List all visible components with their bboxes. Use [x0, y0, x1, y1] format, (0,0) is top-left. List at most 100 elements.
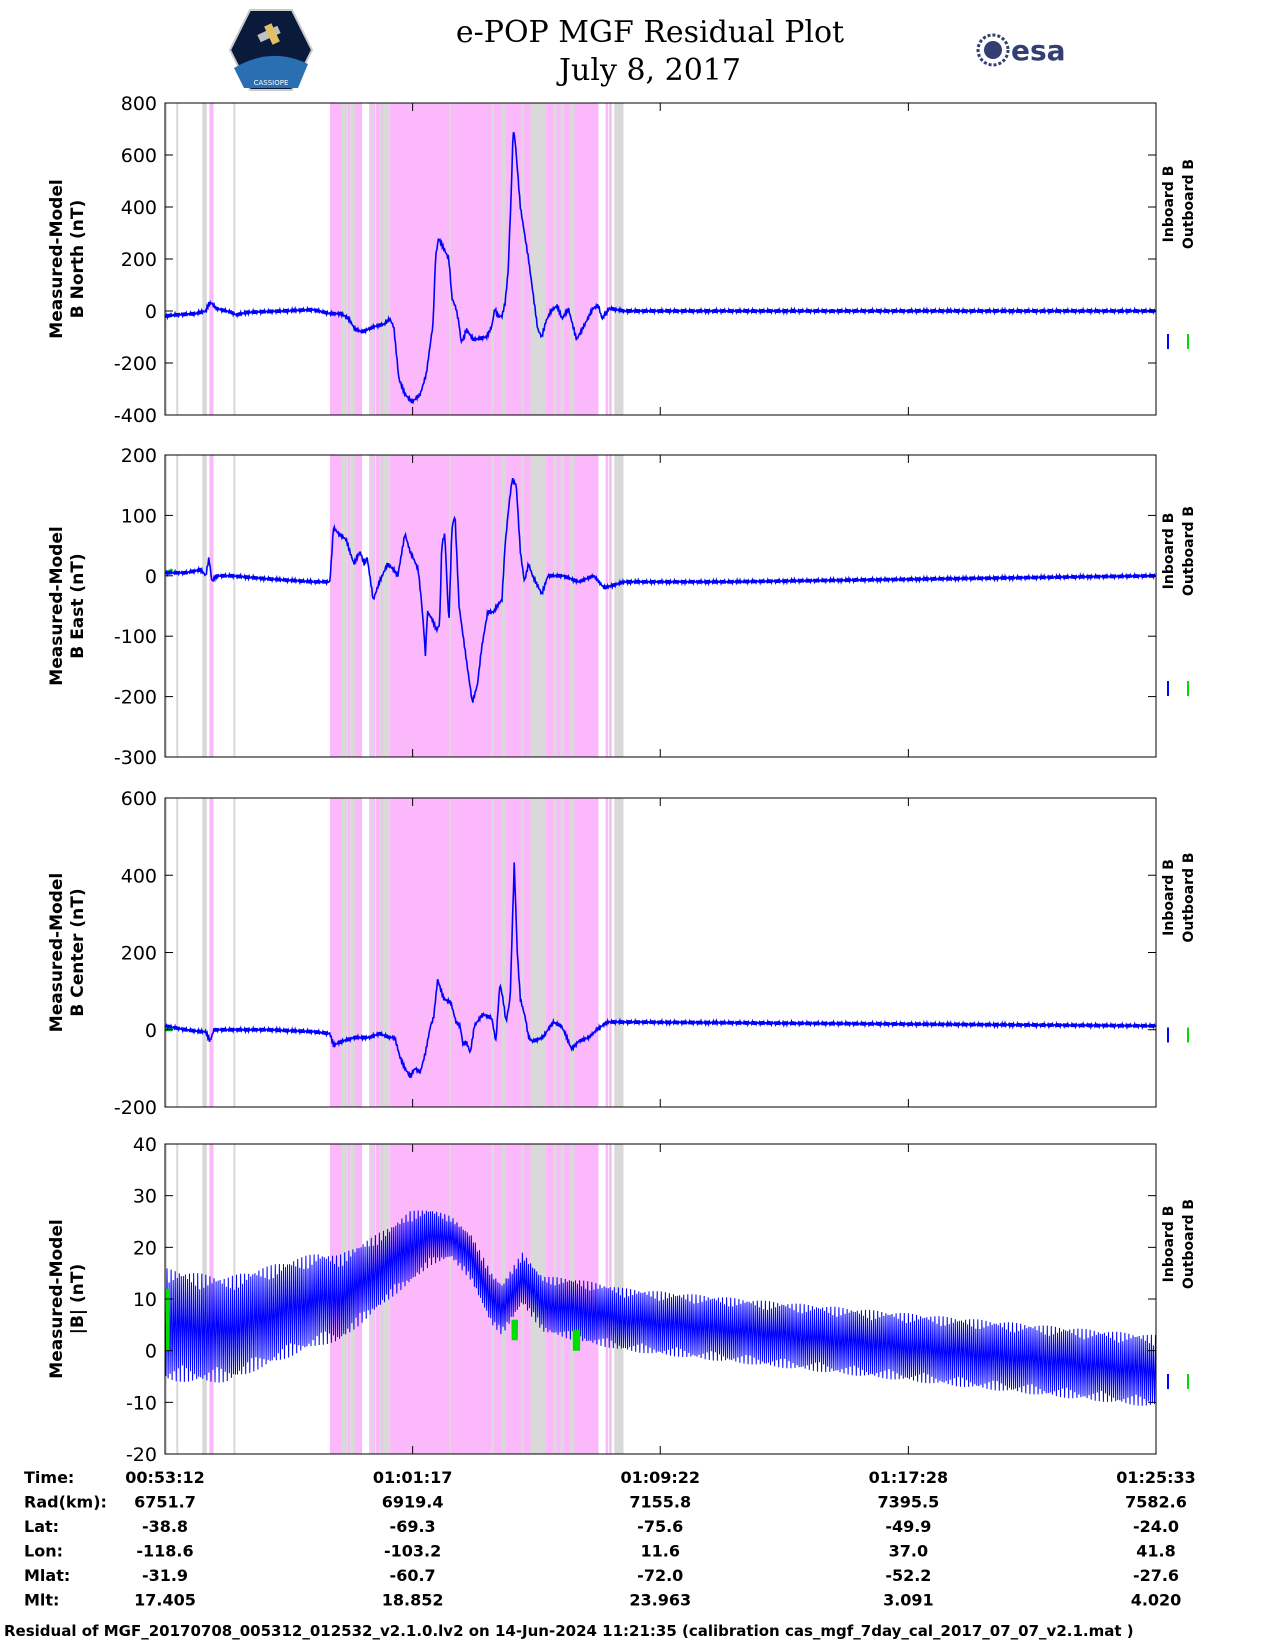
- y-tick-label: 100: [121, 505, 157, 527]
- y-axis-label: B North (nT): [68, 200, 88, 319]
- y-tick-label: -10: [126, 1392, 157, 1414]
- y-tick-label: -200: [114, 687, 157, 709]
- shaded-band-gray: [491, 798, 494, 1107]
- y-tick-label: 0: [145, 566, 157, 588]
- shaded-band-pink: [605, 798, 609, 1107]
- shaded-band-gray: [379, 798, 381, 1107]
- shaded-band-gray: [560, 455, 564, 757]
- shaded-band-pink: [574, 1144, 599, 1454]
- panel-2-frame: [164, 454, 1157, 758]
- esa-logo: esa: [976, 33, 1066, 67]
- table-cell: 4.020: [1131, 1591, 1182, 1610]
- shaded-band-pink: [429, 798, 450, 1107]
- shaded-band-pink: [505, 455, 522, 757]
- title-line-1: e-POP MGF Residual Plot: [455, 15, 845, 50]
- shaded-band-gray: [370, 103, 374, 415]
- panel-1-content: [165, 103, 1156, 415]
- shaded-band-pink: [556, 103, 561, 415]
- shaded-band-pink: [563, 103, 571, 415]
- shaded-band-gray: [553, 455, 557, 757]
- shaded-band-pink: [605, 455, 609, 757]
- shaded-band-pink: [605, 103, 609, 415]
- shaded-band-gray: [233, 798, 236, 1107]
- shaded-band-pink: [347, 455, 351, 757]
- shaded-band-gray: [530, 103, 546, 415]
- y-axis-label: Measured-Model: [47, 526, 67, 685]
- shaded-band-pink: [369, 798, 371, 1107]
- title-line-2: July 8, 2017: [559, 53, 741, 88]
- shaded-band-gray: [491, 103, 494, 415]
- shaded-band-pink: [347, 798, 351, 1107]
- shaded-band-gray: [501, 798, 506, 1107]
- shaded-band-pink: [329, 455, 342, 757]
- shaded-band-gray: [570, 455, 575, 757]
- shaded-band-gray: [449, 1144, 451, 1454]
- shaded-band-gray: [202, 103, 207, 415]
- shaded-band-pink: [556, 455, 561, 757]
- shaded-band-pink: [389, 1144, 430, 1454]
- shaded-band-gray: [176, 455, 179, 757]
- shaded-band-pink: [493, 103, 502, 415]
- shaded-band-gray: [370, 455, 374, 757]
- series-line-outboard-b: [572, 1329, 581, 1351]
- shaded-band-pink: [429, 103, 450, 415]
- y-axis-label: Measured-Model: [47, 1219, 67, 1378]
- y-tick-label: 10: [133, 1289, 157, 1311]
- table-row-label: Lat:: [24, 1517, 59, 1536]
- shaded-band-gray: [165, 455, 168, 757]
- shaded-band-gray: [491, 455, 494, 757]
- shaded-band-pink: [609, 455, 612, 757]
- shaded-band-gray: [379, 103, 381, 415]
- table-cell: -69.3: [390, 1517, 436, 1536]
- shaded-band-pink: [523, 798, 531, 1107]
- legend-inboard-label: Inboard B: [1161, 166, 1177, 243]
- shaded-band-pink: [380, 103, 383, 415]
- shaded-band-gray: [233, 455, 236, 757]
- x-tick-label-time: 01:09:22: [620, 1468, 700, 1487]
- shaded-band-gray: [350, 103, 355, 415]
- shaded-band-gray: [341, 455, 348, 757]
- y-axis-label: |B| (nT): [68, 1264, 88, 1335]
- shaded-band-gray: [233, 103, 236, 415]
- shaded-band-gray: [449, 103, 451, 415]
- table-cell: 23.963: [629, 1591, 691, 1610]
- shaded-band-gray: [614, 455, 624, 757]
- shaded-band-pink: [375, 798, 380, 1107]
- shaded-band-pink: [450, 1144, 492, 1454]
- table-cell: -118.6: [136, 1542, 193, 1561]
- shaded-band-gray: [560, 103, 564, 415]
- shaded-band-gray: [202, 1144, 207, 1454]
- y-tick-label: 800: [121, 93, 157, 115]
- shaded-band-pink: [545, 455, 554, 757]
- shaded-band-gray: [449, 798, 451, 1107]
- shaded-band-gray: [501, 455, 506, 757]
- shaded-band-gray: [350, 798, 355, 1107]
- shaded-band-pink: [609, 103, 612, 415]
- shaded-band-gray: [176, 798, 179, 1107]
- y-tick-label: -200: [114, 1097, 157, 1119]
- shaded-band-gray: [341, 103, 348, 415]
- y-tick-label: 0: [145, 1020, 157, 1042]
- table-cell: 7155.8: [629, 1493, 691, 1512]
- shaded-band-gray: [521, 1144, 524, 1454]
- shaded-band-pink: [609, 798, 612, 1107]
- chart-title: e-POP MGF Residual Plot July 8, 2017: [380, 14, 920, 90]
- y-tick-label: -20: [126, 1444, 157, 1466]
- y-tick-label: 400: [121, 865, 157, 887]
- table-cell: -24.0: [1133, 1517, 1179, 1536]
- shaded-band-pink: [493, 798, 502, 1107]
- shaded-band-gray: [553, 103, 557, 415]
- table-cell: 6751.7: [134, 1493, 196, 1512]
- table-cell: 18.852: [382, 1591, 444, 1610]
- shaded-band-pink: [380, 455, 383, 757]
- panel-3-content: [165, 798, 1156, 1107]
- legend-inboard-label: Inboard B: [1161, 513, 1177, 590]
- table-cell: 41.8: [1136, 1542, 1175, 1561]
- y-axis-label: Measured-Model: [47, 179, 67, 338]
- y-axis-label: B East (nT): [68, 553, 88, 658]
- shaded-band-gray: [614, 103, 624, 415]
- shaded-band-gray: [382, 1144, 390, 1454]
- table-cell: 7395.5: [878, 1493, 940, 1512]
- y-tick-label: -400: [114, 405, 157, 427]
- legend-inboard-label: Inboard B: [1161, 859, 1177, 936]
